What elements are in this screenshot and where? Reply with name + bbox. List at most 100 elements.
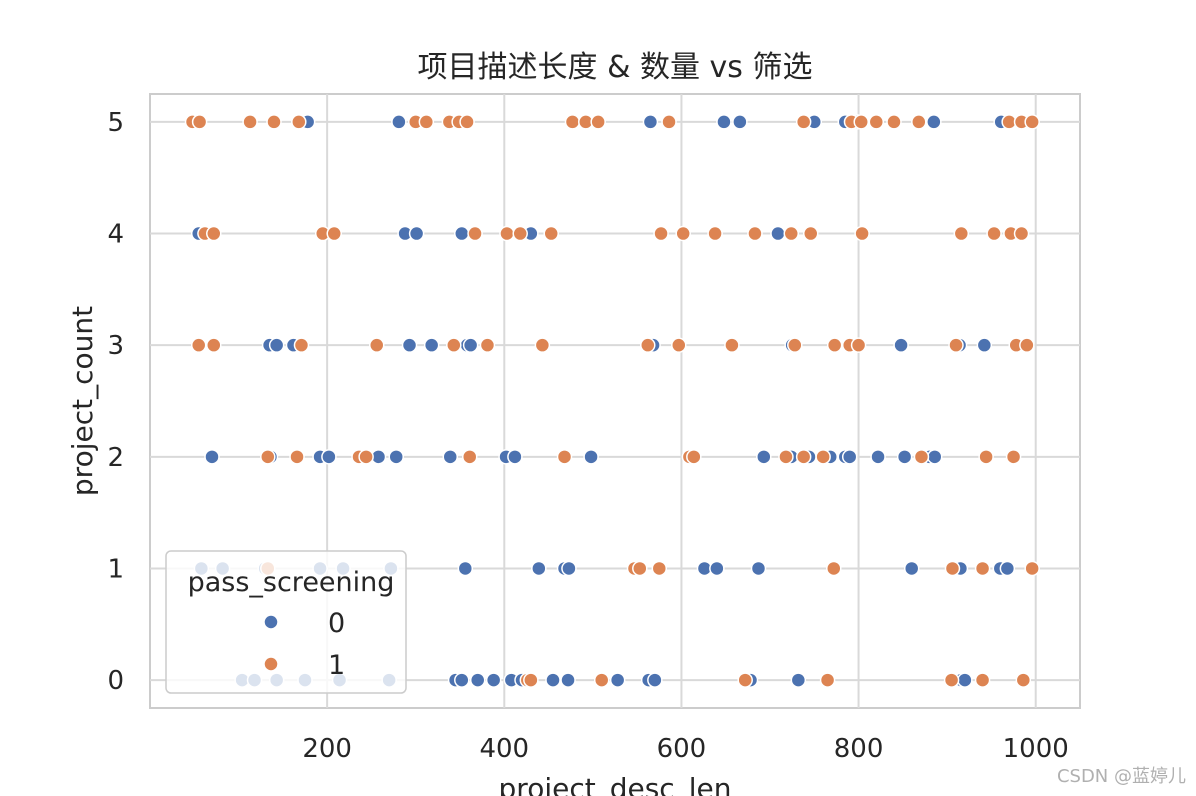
data-point-1 <box>886 114 902 130</box>
y-tick-label: 2 <box>107 443 124 473</box>
data-point-1 <box>326 225 342 242</box>
data-point-0 <box>454 672 470 688</box>
data-point-0 <box>485 672 502 688</box>
data-point-0 <box>423 337 440 353</box>
data-point-0 <box>790 672 807 688</box>
data-point-1 <box>242 114 258 130</box>
data-point-0 <box>896 449 913 465</box>
data-point-1 <box>802 225 819 242</box>
data-point-0 <box>841 449 858 465</box>
data-point-1 <box>191 114 208 130</box>
data-point-1 <box>661 114 677 130</box>
data-point-1 <box>675 225 691 242</box>
data-point-0 <box>770 225 786 242</box>
data-points <box>184 114 1040 688</box>
data-point-1 <box>1024 560 1040 577</box>
data-point-1 <box>446 337 462 353</box>
data-point-1 <box>1024 114 1040 130</box>
y-tick-label: 5 <box>107 108 124 138</box>
data-point-1 <box>943 672 960 688</box>
data-point-1 <box>461 449 478 465</box>
x-tick-label: 400 <box>479 734 529 764</box>
data-point-1 <box>826 337 843 353</box>
data-point-1 <box>853 114 869 130</box>
x-axis-ticks: 200 400 600 800 1000 <box>302 734 1068 764</box>
data-point-0 <box>469 672 486 688</box>
data-point-1 <box>418 114 435 130</box>
data-point-0 <box>870 449 886 465</box>
legend-box <box>165 550 407 694</box>
data-point-0 <box>903 560 920 577</box>
data-point-1 <box>707 225 723 242</box>
data-point-0 <box>647 672 663 688</box>
data-point-1 <box>459 114 475 130</box>
data-point-0 <box>204 449 220 465</box>
data-point-1 <box>640 337 656 353</box>
data-point-0 <box>391 114 407 130</box>
data-point-0 <box>926 449 943 465</box>
data-point-1 <box>499 225 515 242</box>
data-point-1 <box>289 449 305 465</box>
data-point-1 <box>974 560 991 577</box>
y-axis-label: project_count <box>66 306 99 496</box>
data-point-0 <box>561 560 577 577</box>
data-point-1 <box>1019 337 1035 353</box>
data-point-1 <box>590 114 606 130</box>
x-tick-label: 1000 <box>1003 734 1069 764</box>
data-point-1 <box>783 225 800 242</box>
data-point-1 <box>467 225 483 242</box>
data-point-1 <box>1005 449 1022 465</box>
data-point-1 <box>737 672 753 688</box>
x-tick-label: 800 <box>834 734 884 764</box>
legend: pass_screening 0 1 <box>165 550 407 694</box>
data-point-0 <box>893 337 909 353</box>
y-tick-label: 0 <box>107 666 124 696</box>
data-point-0 <box>926 114 942 130</box>
data-point-0 <box>716 114 732 130</box>
data-point-0 <box>462 337 479 353</box>
data-point-1 <box>850 337 867 353</box>
data-point-1 <box>724 337 740 353</box>
data-point-1 <box>190 337 207 353</box>
data-point-1 <box>911 114 927 130</box>
legend-label-0: 0 <box>328 608 345 639</box>
data-point-1 <box>556 449 573 465</box>
data-point-1 <box>368 337 385 353</box>
data-point-0 <box>957 672 973 688</box>
data-point-0 <box>388 449 404 465</box>
watermark: CSDN @蓝婷儿 <box>1057 766 1186 787</box>
legend-label-1: 1 <box>328 650 345 681</box>
data-point-0 <box>401 337 418 353</box>
data-point-1 <box>948 337 964 353</box>
data-point-1 <box>523 672 539 688</box>
data-point-1 <box>534 337 551 353</box>
data-point-0 <box>321 449 337 465</box>
data-point-0 <box>454 225 470 242</box>
data-point-1 <box>778 449 794 465</box>
data-point-1 <box>293 337 310 353</box>
data-point-1 <box>974 672 991 688</box>
data-point-1 <box>826 560 842 577</box>
data-point-1 <box>787 337 803 353</box>
data-point-1 <box>944 560 961 577</box>
data-point-0 <box>408 225 425 242</box>
data-point-1 <box>206 337 222 353</box>
y-tick-label: 3 <box>107 331 124 361</box>
x-axis-label: project_desc_len <box>499 772 732 796</box>
data-point-1 <box>479 337 496 353</box>
data-point-1 <box>543 225 559 242</box>
data-point-1 <box>206 225 222 242</box>
legend-marker-0 <box>263 614 279 630</box>
data-point-0 <box>609 672 626 688</box>
data-point-1 <box>564 114 581 130</box>
data-point-0 <box>583 449 599 465</box>
data-point-1 <box>913 449 930 465</box>
data-point-1 <box>671 337 687 353</box>
data-point-0 <box>709 560 725 577</box>
data-point-1 <box>1013 225 1030 242</box>
data-point-0 <box>560 672 576 688</box>
data-point-1 <box>651 560 668 577</box>
data-point-0 <box>545 672 561 688</box>
data-point-0 <box>531 560 547 577</box>
